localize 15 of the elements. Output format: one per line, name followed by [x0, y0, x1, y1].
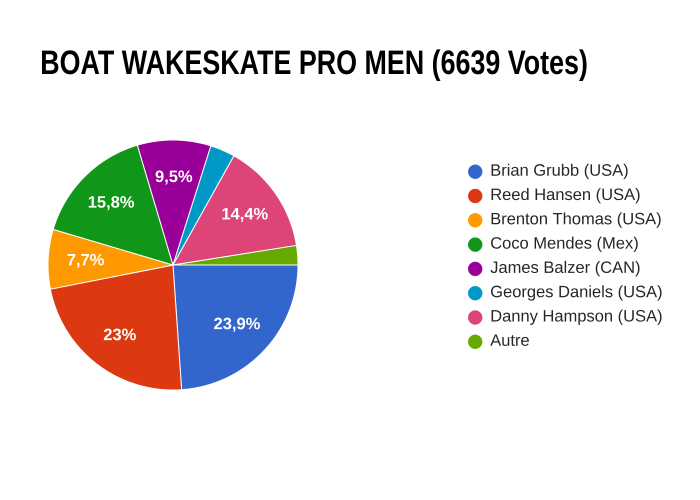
legend-label: Danny Hampson (USA) — [492, 310, 662, 325]
legend-label: Reed Hansen (USA) — [492, 188, 640, 204]
legend-label: Brenton Thomas (USA) — [492, 212, 661, 228]
data-label: 23% — [104, 328, 136, 340]
legend-label: Brian Grubb (USA) — [492, 164, 628, 180]
legend-label: Autre — [490, 334, 529, 346]
data-label: 14,4% — [222, 208, 268, 222]
data-label: 7,7% — [68, 254, 104, 268]
data-label: 15,8% — [88, 196, 134, 210]
legend-label: Coco Mendes (Mex) — [491, 236, 638, 252]
legend-label: James Balzer (CAN) — [490, 260, 640, 276]
legend-label: Georges Daniels (USA) — [491, 285, 662, 301]
data-label: 23,9% — [214, 318, 260, 332]
data-label: 9,5% — [156, 170, 192, 185]
chart-title: BOAT WAKESKATE PRO MEN (6639 Votes) — [42, 49, 587, 82]
